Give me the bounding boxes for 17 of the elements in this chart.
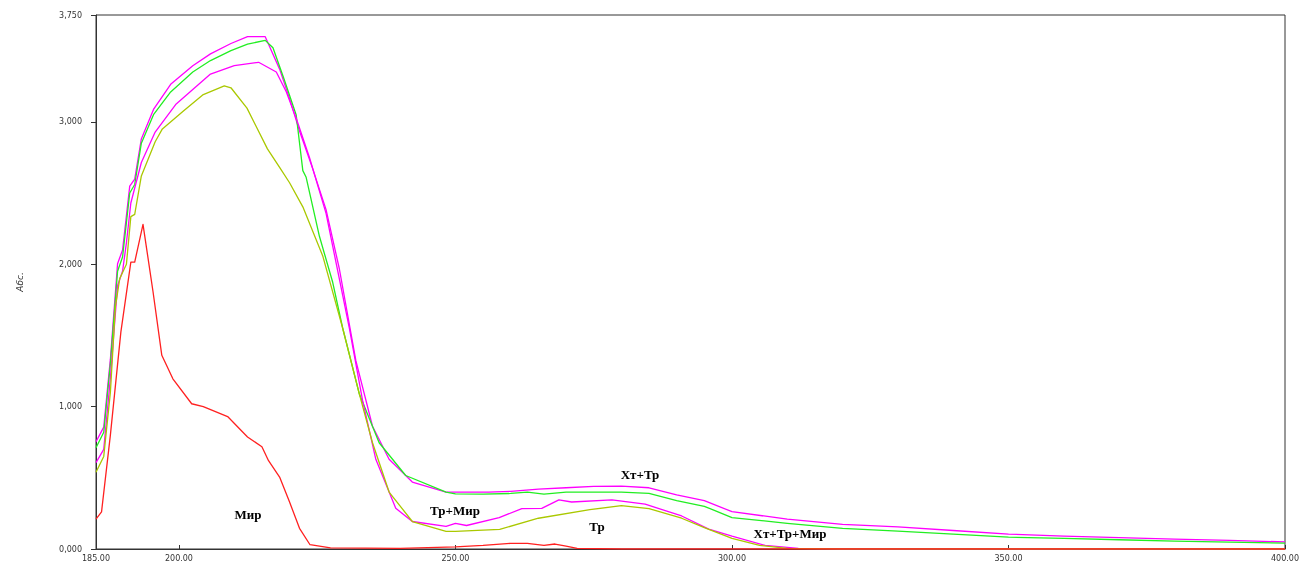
y-tick-label: 0,000 [59, 544, 82, 554]
annotation: Мир [234, 506, 262, 522]
x-tick-label: 300.00 [717, 553, 746, 563]
y-tick-label: 3,000 [59, 117, 82, 127]
x-tick-label: 250.00 [441, 553, 470, 563]
x-tick-label: 350.00 [994, 553, 1023, 563]
x-tick-label: 400.00 [1271, 553, 1299, 563]
x-tick-label: 200.00 [164, 553, 193, 563]
annotation: Тр+Мир [430, 502, 480, 518]
y-axis-title: Абс. [14, 272, 25, 293]
x-tick-label: 185.00 [82, 553, 110, 563]
y-tick-label: 1,000 [59, 402, 82, 412]
annotation: Хт+Тр+Мир [753, 525, 827, 541]
y-tick-label: 2,000 [59, 259, 82, 269]
y-tick-label: 3,750 [59, 10, 82, 20]
annotation: Тр [589, 518, 605, 534]
annotation: Хт+Тр [620, 466, 660, 482]
